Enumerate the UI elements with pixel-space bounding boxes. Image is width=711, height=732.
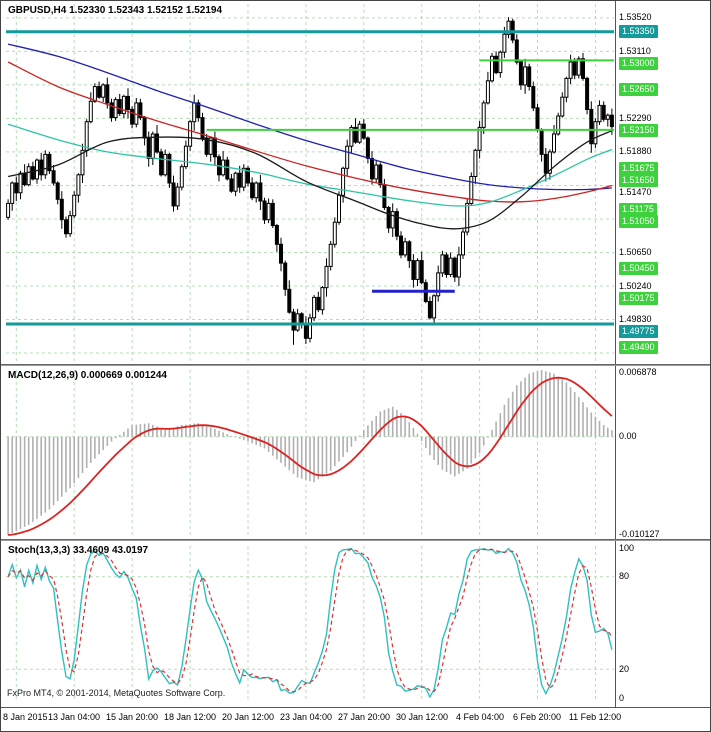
candles-series	[6, 17, 614, 345]
macd-scale-min: -0.010127	[619, 529, 660, 539]
time-label: 4 Feb 04:00	[455, 712, 505, 722]
grid-price-label: 1.53110	[619, 45, 651, 56]
time-label: 27 Jan 20:00	[337, 712, 391, 722]
level-price-label: 1.52150	[619, 123, 658, 137]
time-label: 11 Feb 12:00	[568, 712, 622, 722]
ma-medium-teal	[7, 123, 613, 207]
stoch-indicator-title: Stoch(13,3,3) 33.4609 43.0197	[8, 545, 149, 556]
stoch-scale-20: 20	[619, 663, 630, 674]
support-resistance-levels	[6, 30, 614, 326]
time-label: 6 Feb 20:00	[512, 712, 562, 722]
grid-price-label: 1.52290	[619, 112, 652, 123]
level-price-label: 1.49775	[619, 325, 658, 338]
stoch-scale-100: 100	[619, 543, 635, 553]
panel-divider-macd[interactable]	[1, 364, 710, 366]
time-label: 20 Jan 12:00	[221, 712, 275, 722]
ma-fast-black	[7, 130, 613, 230]
ma-slow-blue	[7, 43, 612, 191]
price-axis[interactable]: 0.006878 0.00 -0.010127 100 80 20 0 1.53…	[617, 1, 710, 707]
level-price-label: 1.53000	[619, 56, 658, 70]
level-price-label: 1.50450	[619, 262, 658, 276]
level-price-label: 1.51650	[619, 174, 658, 188]
level-price-label: 1.51175	[619, 203, 657, 217]
macd-signal-line	[8, 376, 613, 536]
stoch-lines	[6, 547, 614, 699]
grid-price-label: 1.49830	[619, 314, 652, 324]
price-axis-separator	[615, 1, 616, 707]
grid-price-label: 1.50650	[619, 247, 652, 257]
time-label: 23 Jan 04:00	[279, 712, 333, 722]
stoch-d-line	[7, 548, 613, 693]
time-label: 15 Jan 20:00	[105, 712, 159, 722]
ma-lines	[7, 43, 613, 230]
ma-slow-red	[7, 61, 613, 203]
macd-scale-max: 0.006878	[619, 367, 657, 377]
macd-scale-zero: 0.00	[619, 431, 637, 442]
platform-credit: FxPro MT4, © 2001-2014, MetaQuotes Softw…	[7, 688, 226, 698]
grid-lines	[6, 4, 614, 700]
grid-price-label: 1.51880	[619, 146, 652, 157]
time-label: 30 Jan 12:00	[395, 712, 449, 722]
level-price-label: 1.50175	[619, 291, 658, 305]
panel-divider-stoch[interactable]	[1, 539, 710, 541]
level-price-label: 1.53350	[619, 25, 658, 39]
grid-price-label: 1.50240	[619, 280, 652, 291]
chart-title-ohlc: GBPUSD,H4 1.52330 1.52343 1.52152 1.5219…	[8, 5, 223, 16]
grid-price-label: 1.53520	[619, 12, 652, 23]
stoch-k-line	[7, 547, 613, 699]
level-price-label: 1.52650	[619, 82, 658, 96]
macd-indicator-title: MACD(12,26,9) 0.000669 0.001244	[8, 370, 167, 381]
macd-histogram	[6, 370, 614, 536]
grid-price-label: 1.51470	[619, 187, 652, 198]
level-price-label: 1.49490	[619, 340, 658, 354]
stoch-scale-0: 0	[619, 693, 625, 703]
time-label: 13 Jan 04:00	[47, 712, 101, 722]
time-label: 18 Jan 12:00	[163, 712, 217, 722]
level-price-label: 1.51675	[619, 162, 658, 176]
time-label: 8 Jan 2015	[3, 712, 48, 722]
level-price-label: 1.51050	[619, 215, 658, 229]
stoch-scale-80: 80	[619, 571, 630, 582]
time-axis[interactable]: 8 Jan 2015 13 Jan 04:00 15 Jan 20:00 18 Jan…	[1, 707, 710, 731]
